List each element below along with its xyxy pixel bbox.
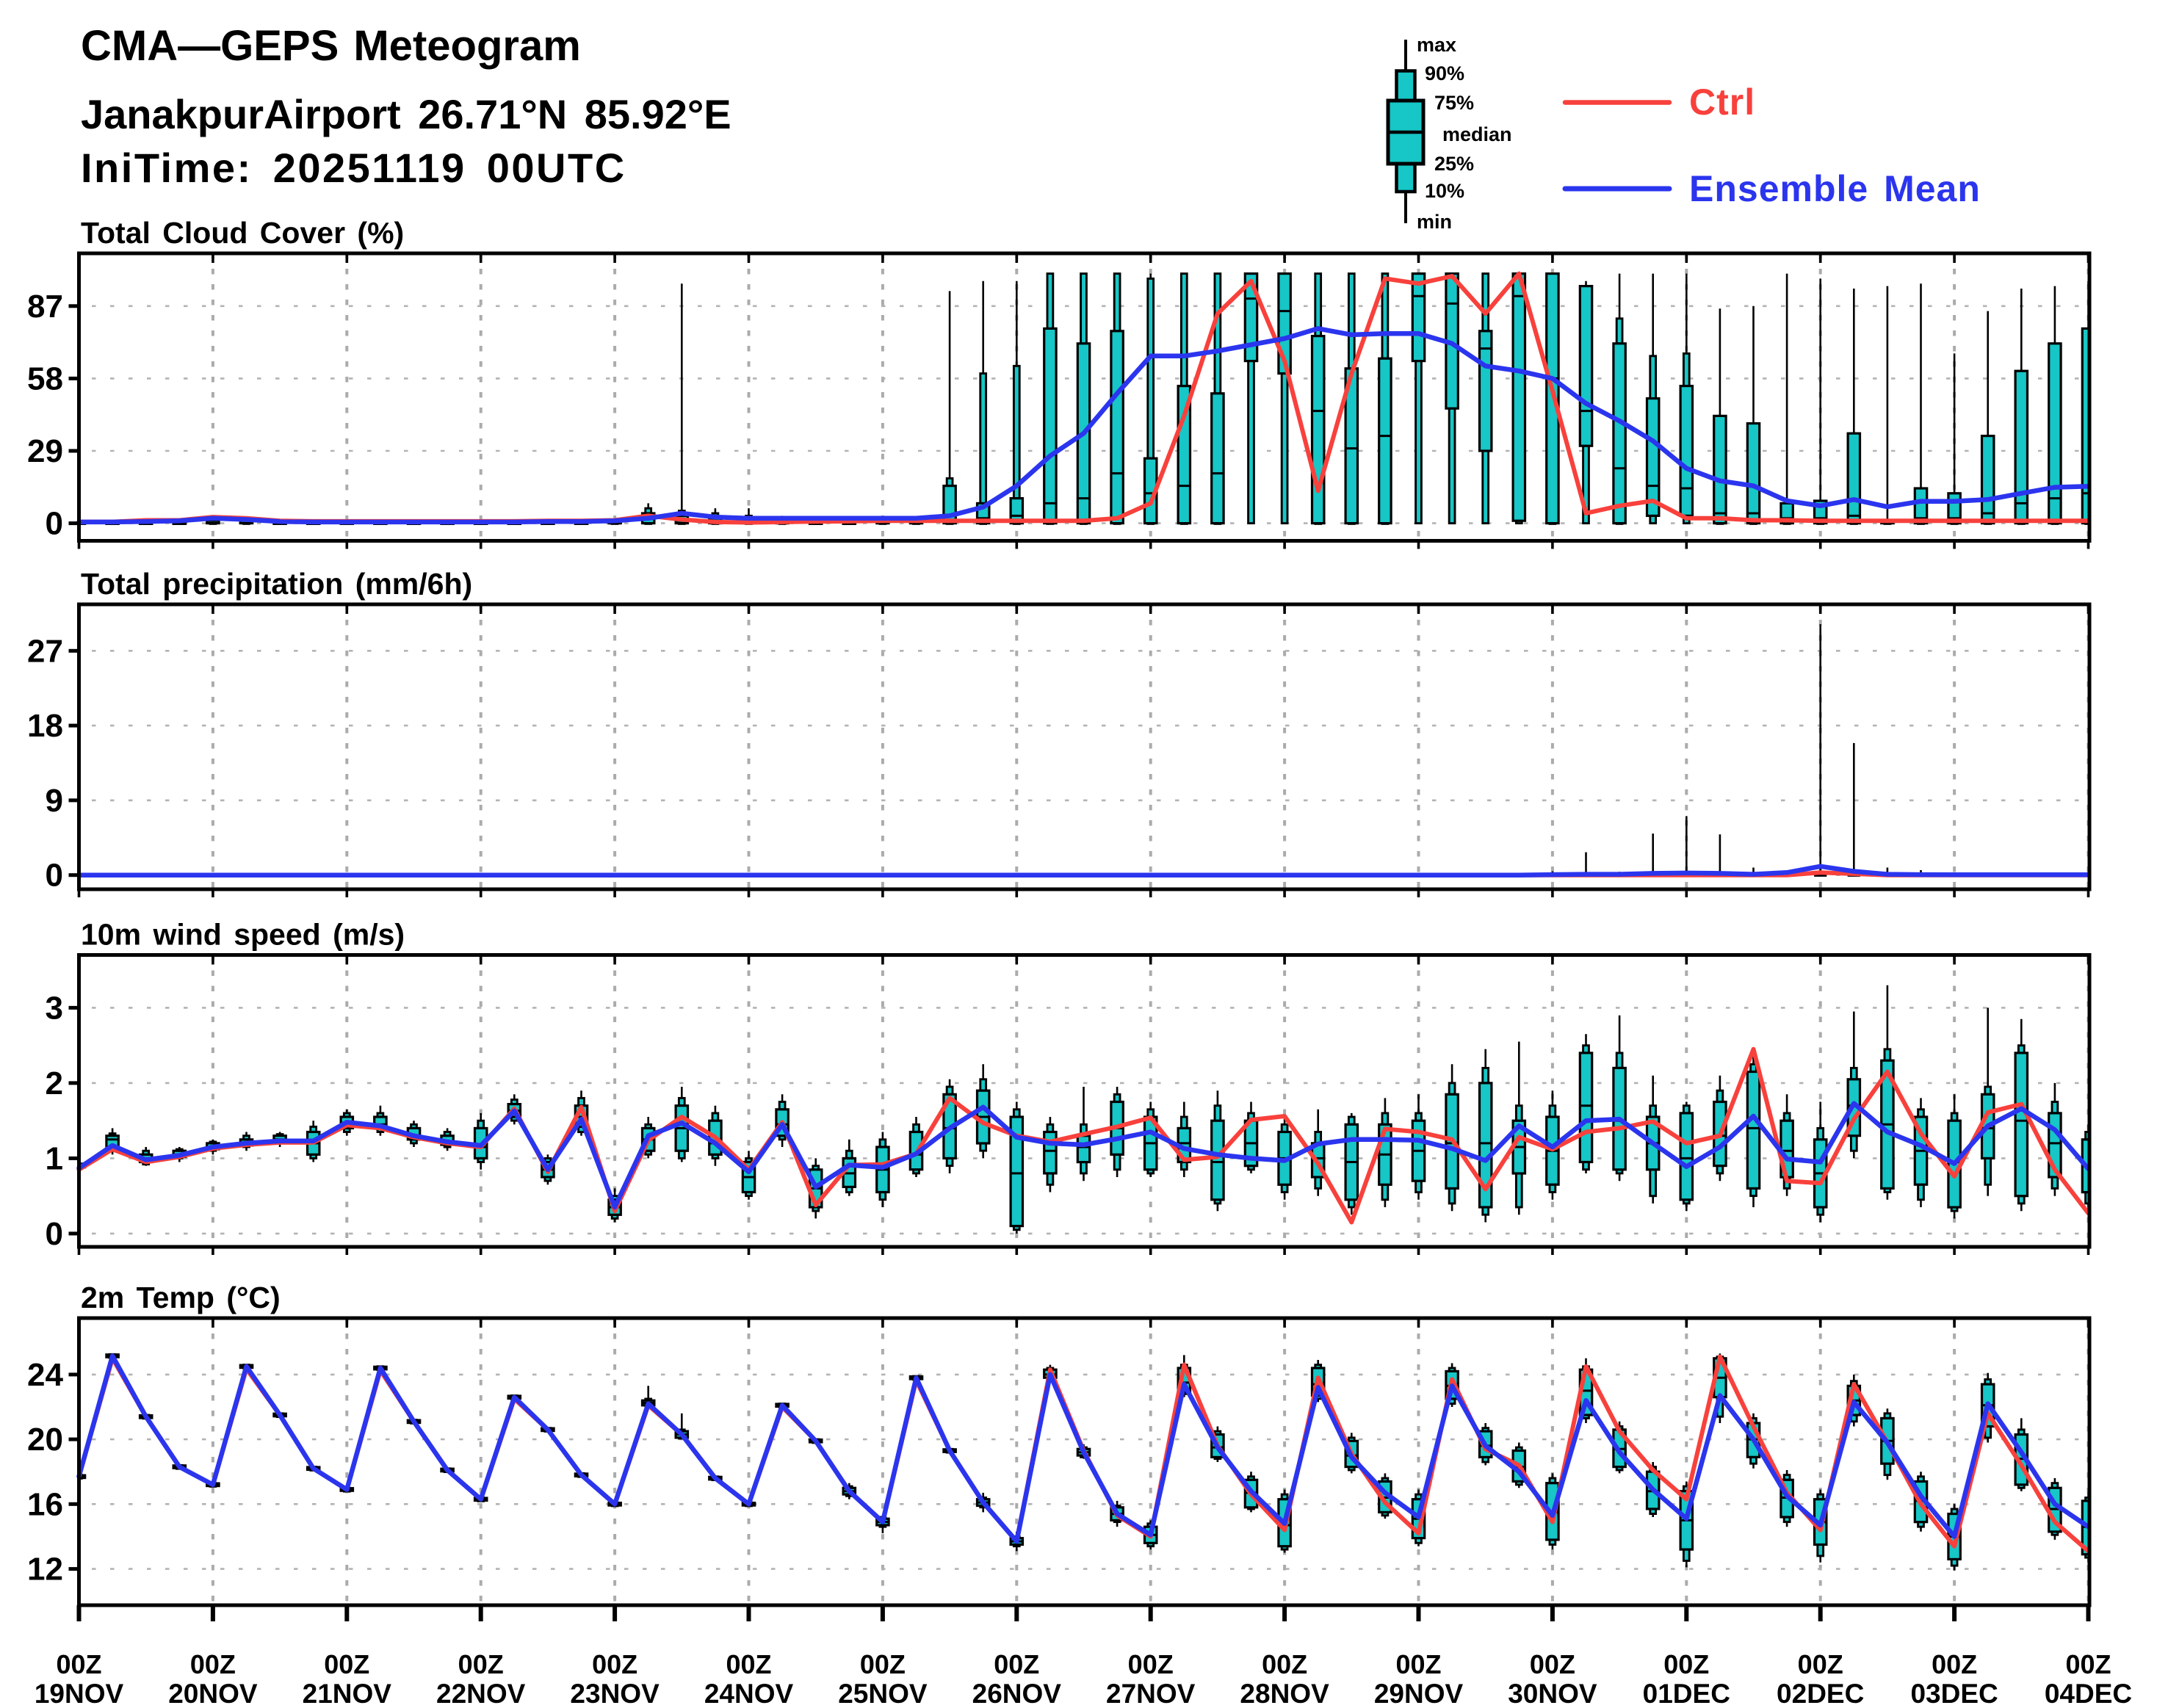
svg-text:18: 18 xyxy=(27,708,63,744)
svg-text:22NOV: 22NOV xyxy=(436,1679,526,1704)
svg-text:00Z: 00Z xyxy=(1663,1649,1709,1679)
svg-text:0: 0 xyxy=(46,506,63,542)
svg-text:2: 2 xyxy=(46,1065,63,1101)
svg-text:25%: 25% xyxy=(1434,153,1474,175)
svg-text:00Z: 00Z xyxy=(1798,1649,1843,1679)
svg-text:01DEC: 01DEC xyxy=(1643,1679,1730,1704)
svg-text:16: 16 xyxy=(27,1486,63,1522)
svg-text:00Z: 00Z xyxy=(994,1649,1039,1679)
svg-text:27NOV: 27NOV xyxy=(1106,1679,1196,1704)
svg-text:00Z: 00Z xyxy=(1128,1649,1174,1679)
svg-text:00Z: 00Z xyxy=(56,1649,101,1679)
svg-text:21NOV: 21NOV xyxy=(303,1679,392,1704)
svg-text:00Z: 00Z xyxy=(458,1649,504,1679)
svg-text:0: 0 xyxy=(46,858,63,894)
svg-text:Ctrl: Ctrl xyxy=(1689,82,1755,123)
svg-text:87: 87 xyxy=(27,289,63,325)
svg-text:90%: 90% xyxy=(1425,62,1464,84)
svg-text:Total precipitation (mm/6h): Total precipitation (mm/6h) xyxy=(81,567,472,601)
svg-text:23NOV: 23NOV xyxy=(570,1679,660,1704)
svg-text:IniTime: 20251119 00UTC: IniTime: 20251119 00UTC xyxy=(81,145,626,191)
svg-text:04DEC: 04DEC xyxy=(2045,1679,2132,1704)
svg-text:19NOV: 19NOV xyxy=(35,1679,124,1704)
svg-text:28NOV: 28NOV xyxy=(1240,1679,1329,1704)
svg-text:30NOV: 30NOV xyxy=(1508,1679,1597,1704)
svg-text:JanakpurAirport 26.71°N 85.9: JanakpurAirport 26.71°N 85.92°E xyxy=(81,91,731,137)
svg-text:00Z: 00Z xyxy=(860,1649,906,1679)
svg-text:00Z: 00Z xyxy=(1395,1649,1441,1679)
svg-text:2m Temp (°C): 2m Temp (°C) xyxy=(81,1281,281,1314)
svg-text:29: 29 xyxy=(27,433,63,469)
svg-text:12: 12 xyxy=(27,1552,63,1588)
svg-text:00Z: 00Z xyxy=(1530,1649,1575,1679)
svg-text:CMA—GEPS Meteogram: CMA—GEPS Meteogram xyxy=(81,22,581,70)
svg-text:00Z: 00Z xyxy=(2065,1649,2111,1679)
svg-text:03DEC: 03DEC xyxy=(1910,1679,1998,1704)
svg-text:02DEC: 02DEC xyxy=(1777,1679,1864,1704)
svg-text:20NOV: 20NOV xyxy=(168,1679,258,1704)
svg-text:9: 9 xyxy=(46,783,63,819)
svg-text:min: min xyxy=(1417,211,1452,233)
svg-text:00Z: 00Z xyxy=(726,1649,771,1679)
svg-text:10m wind speed (m/s): 10m wind speed (m/s) xyxy=(81,918,405,952)
svg-text:0: 0 xyxy=(46,1216,63,1252)
svg-text:26NOV: 26NOV xyxy=(972,1679,1062,1704)
svg-text:Ensemble Mean: Ensemble Mean xyxy=(1689,168,1981,209)
svg-text:27: 27 xyxy=(27,633,63,669)
svg-text:1: 1 xyxy=(46,1140,63,1176)
svg-text:00Z: 00Z xyxy=(324,1649,369,1679)
svg-text:3: 3 xyxy=(46,990,63,1026)
svg-text:58: 58 xyxy=(27,361,63,397)
svg-text:24: 24 xyxy=(27,1357,63,1393)
svg-text:00Z: 00Z xyxy=(1932,1649,1977,1679)
svg-text:75%: 75% xyxy=(1434,92,1474,114)
svg-text:10%: 10% xyxy=(1425,180,1464,202)
svg-text:00Z: 00Z xyxy=(592,1649,637,1679)
svg-text:max: max xyxy=(1417,34,1456,56)
svg-text:median: median xyxy=(1442,123,1512,145)
svg-text:Total Cloud Cover (%): Total Cloud Cover (%) xyxy=(81,216,404,250)
svg-text:29NOV: 29NOV xyxy=(1374,1679,1464,1704)
svg-text:25NOV: 25NOV xyxy=(838,1679,928,1704)
svg-text:00Z: 00Z xyxy=(190,1649,236,1679)
svg-text:00Z: 00Z xyxy=(1262,1649,1307,1679)
svg-text:20: 20 xyxy=(27,1422,63,1458)
svg-text:24NOV: 24NOV xyxy=(704,1679,794,1704)
